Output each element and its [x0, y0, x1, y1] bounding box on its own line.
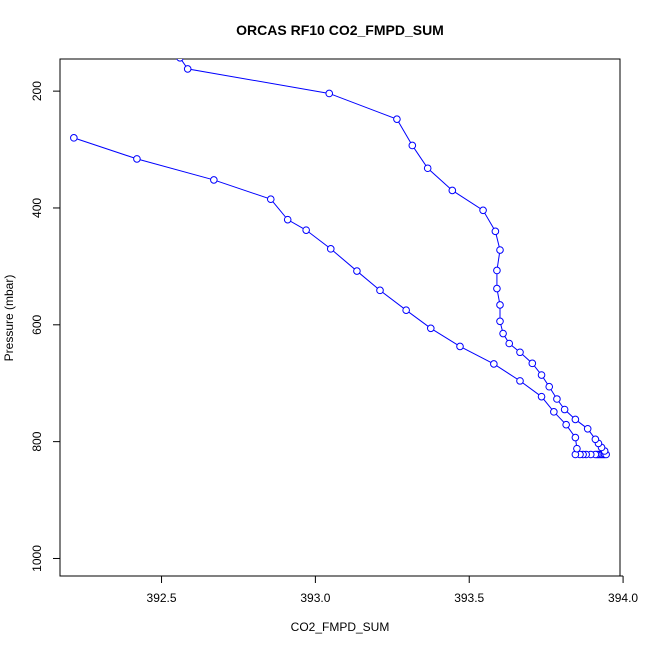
series-2-point — [325, 89, 334, 98]
series-2-point — [423, 164, 432, 173]
series-2-point — [499, 329, 507, 338]
y-tick-label: 800 — [30, 431, 44, 451]
series-2-point — [545, 382, 554, 391]
series-2-point — [496, 317, 504, 326]
series-1-point — [573, 444, 581, 453]
series-1-point — [426, 324, 435, 333]
series-2-point — [479, 206, 487, 215]
x-axis: 392.5 393.0 393.5 394.0 — [147, 575, 638, 605]
series-1-point — [537, 392, 546, 401]
y-axis-label: Pressure (mbar) — [2, 275, 16, 362]
series-1-point — [516, 377, 524, 385]
series-2-point — [408, 141, 417, 150]
y-tick-label: 600 — [30, 314, 44, 334]
series-2-point — [591, 435, 600, 444]
series-2-point — [491, 227, 500, 236]
x-tick-label: 392.5 — [147, 591, 177, 605]
series-2-point — [448, 186, 457, 195]
series-2-point — [496, 246, 504, 254]
series-1-point — [490, 360, 498, 368]
series-2-point — [583, 424, 592, 433]
x-tick-label: 393.5 — [454, 591, 484, 605]
chart-title: ORCAS RF10 CO2_FMPD_SUM — [236, 22, 444, 38]
series-1-point — [353, 267, 361, 275]
y-tick-label: 200 — [30, 81, 44, 101]
series-1-point — [210, 176, 218, 184]
series-1-point — [456, 342, 464, 351]
series-1-point — [550, 408, 558, 416]
series-1-point — [376, 286, 384, 295]
series-1-point — [283, 215, 292, 224]
y-tick-label: 1000 — [30, 545, 44, 572]
x-tick-label: 393.0 — [300, 591, 330, 605]
series-2-point — [496, 301, 504, 309]
series-1-point — [70, 134, 78, 142]
x-axis-label: CO2_FMPD_SUM — [291, 620, 390, 634]
series-1-point — [266, 195, 275, 203]
series-2-point — [393, 115, 401, 123]
series-1-point — [402, 306, 410, 315]
series-layer — [70, 59, 610, 459]
series-2-point — [553, 395, 561, 403]
series-2-point — [537, 371, 546, 379]
series-2-point — [571, 415, 580, 424]
series-2-point — [493, 266, 501, 275]
series-2-point — [183, 65, 192, 73]
series-1-line — [73, 137, 605, 455]
series-1-point — [133, 155, 141, 163]
series-2-point — [176, 59, 184, 62]
series-2-point — [505, 339, 514, 348]
series-2-point — [493, 284, 501, 293]
series-2-point — [528, 359, 537, 368]
series-2-point — [560, 405, 569, 414]
series-1-point — [302, 226, 310, 234]
y-tick-label: 400 — [30, 198, 44, 218]
y-axis: 200 400 600 800 1000 — [30, 81, 61, 572]
series-2-point — [516, 348, 524, 357]
plot-frame — [59, 58, 621, 577]
series-1-point — [562, 420, 570, 429]
series-1-point — [326, 245, 335, 253]
x-tick-label: 394.0 — [608, 591, 638, 605]
series-1-point — [571, 433, 580, 442]
